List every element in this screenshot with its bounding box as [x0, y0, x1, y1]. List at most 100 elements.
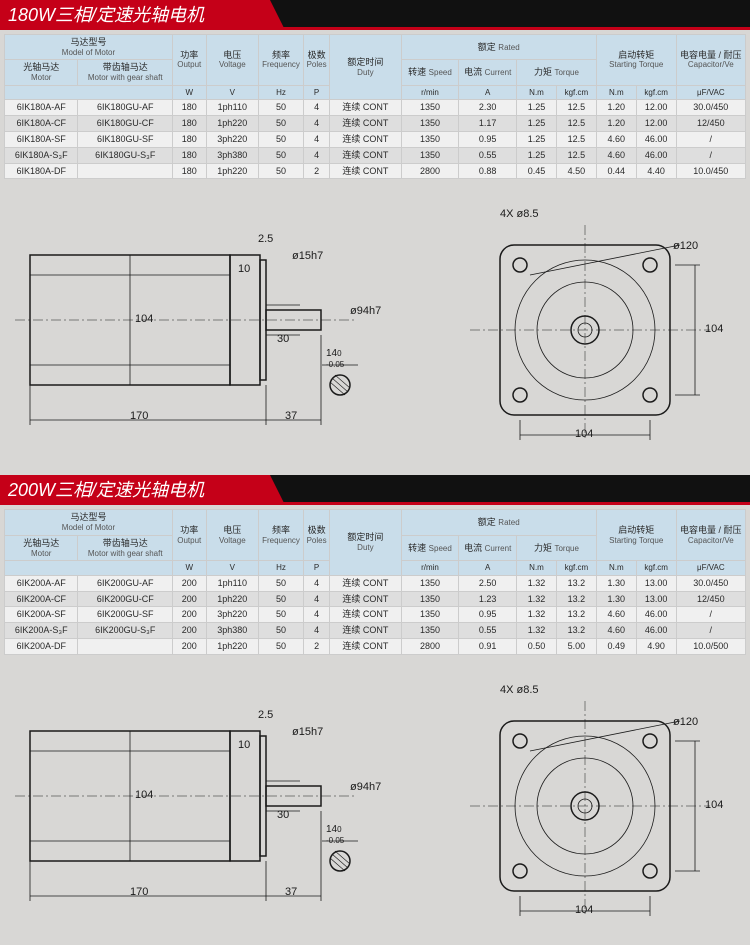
table-cell: 12.5 [556, 147, 596, 163]
drawing-svg [0, 661, 750, 941]
table-cell: 0.55 [459, 147, 517, 163]
col-capacitor: 电容电量 / 耐压Capacitor/Ve [676, 35, 745, 86]
table-cell: 1ph220 [206, 116, 258, 132]
table-cell: 6IK200A-SF [5, 607, 78, 623]
section-header: 200W三相/定速光轴电机 [0, 475, 750, 505]
table-cell: 0.88 [459, 163, 517, 179]
table-header: 马达型号Model of Motor 功率Output 电压Voltage 频率… [5, 510, 746, 575]
table-cell: 1350 [401, 147, 459, 163]
table-cell: 6IK180GU-S₃F [78, 147, 172, 163]
table-cell: 12.5 [556, 100, 596, 116]
table-cell: 6IK200A-CF [5, 591, 78, 607]
table-cell: 1.20 [596, 116, 636, 132]
col-torque: 力矩 Torque [517, 60, 597, 85]
table-cell: 0.91 [459, 638, 517, 654]
table-cell: 1.25 [517, 131, 557, 147]
table-cell: 0.49 [596, 638, 636, 654]
table-cell: 连续 CONT [330, 575, 401, 591]
table-cell: 6IK180A-SF [5, 131, 78, 147]
table-cell: 4 [303, 100, 329, 116]
table-cell: 1350 [401, 116, 459, 132]
table-cell: 1350 [401, 623, 459, 639]
table-cell: 6IK200GU-SF [78, 607, 172, 623]
table-cell: 连续 CONT [330, 116, 401, 132]
table-cell: 1.25 [517, 116, 557, 132]
table-cell: 46.00 [636, 131, 676, 147]
table-cell: 3ph380 [206, 147, 258, 163]
table-cell: 1350 [401, 100, 459, 116]
table-cell: 13.2 [556, 591, 596, 607]
table-cell: 4.60 [596, 623, 636, 639]
table-row: 6IK200A-CF6IK200GU-CF2001ph220504连续 CONT… [5, 591, 746, 607]
table-cell: 50 [259, 116, 304, 132]
table-cell: 4 [303, 131, 329, 147]
table-row: 6IK200A-S₃F6IK200GU-S₃F2003ph380504连续 CO… [5, 623, 746, 639]
table-row: 6IK200A-AF6IK200GU-AF2001ph110504连续 CONT… [5, 575, 746, 591]
table-cell: 2 [303, 638, 329, 654]
table-cell: 1.25 [517, 147, 557, 163]
table-cell: 连续 CONT [330, 638, 401, 654]
table-cell: 4 [303, 147, 329, 163]
table-cell: 12/450 [676, 591, 745, 607]
dim-front-h: 104 [575, 428, 593, 440]
table-cell: 连续 CONT [330, 623, 401, 639]
section-header: 180W三相/定速光轴电机 [0, 0, 750, 30]
table-cell: 1.32 [517, 607, 557, 623]
table-cell: 1.20 [596, 100, 636, 116]
table-cell: 10.0/450 [676, 163, 745, 179]
table-cell: 2.30 [459, 100, 517, 116]
dim-front-v: 104 [705, 323, 723, 335]
col-speed: 转速 Speed [401, 60, 459, 85]
dim-flange-dia: ø94h7 [350, 305, 381, 317]
col-rated: 额定 Rated [401, 35, 596, 60]
table-cell: 50 [259, 623, 304, 639]
col-gear-motor: 带齿轴马达Motor with gear shaft [78, 60, 172, 85]
table-cell: 180 [172, 100, 206, 116]
dim-shaft-step: 30 [277, 333, 289, 345]
table-cell: 12/450 [676, 116, 745, 132]
table-cell: 6IK200GU-S₃F [78, 623, 172, 639]
col-output: 功率Output [172, 35, 206, 86]
table-body-180: 6IK180A-AF6IK180GU-AF1801ph110504连续 CONT… [5, 100, 746, 179]
table-cell [78, 638, 172, 654]
table-cell: 连续 CONT [330, 163, 401, 179]
table-cell: 2 [303, 163, 329, 179]
table-cell: / [676, 131, 745, 147]
dim-body-dia: 104 [135, 313, 153, 325]
table-cell: 180 [172, 131, 206, 147]
section-title: 200W三相/定速光轴电机 [0, 475, 270, 502]
table-cell: 12.5 [556, 131, 596, 147]
table-cell: 6IK180GU-CF [78, 116, 172, 132]
table-cell: 1ph220 [206, 638, 258, 654]
table-cell: 1350 [401, 575, 459, 591]
col-current: 电流 Current [459, 60, 517, 85]
table-cell: 180 [172, 163, 206, 179]
table-cell: 4.60 [596, 131, 636, 147]
table-cell: 50 [259, 163, 304, 179]
table-cell: 6IK180A-AF [5, 100, 78, 116]
table-cell: 4.50 [556, 163, 596, 179]
table-cell: 0.95 [459, 131, 517, 147]
table-cell: 180 [172, 147, 206, 163]
table-cell: 1ph110 [206, 100, 258, 116]
col-model: 马达型号Model of Motor [5, 35, 173, 60]
table-cell: 13.2 [556, 623, 596, 639]
table-cell: 1350 [401, 591, 459, 607]
col-start-torque: 启动转矩Starting Torque [596, 35, 676, 86]
table-cell: 2800 [401, 163, 459, 179]
table-cell: 1.17 [459, 116, 517, 132]
col-freq: 频率Frequency [259, 35, 304, 86]
table-cell: 1350 [401, 131, 459, 147]
table-cell: 13.2 [556, 575, 596, 591]
table-cell: 连续 CONT [330, 131, 401, 147]
table-cell: 1.25 [517, 100, 557, 116]
table-cell: 12.5 [556, 116, 596, 132]
spec-table-180: 马达型号Model of Motor 功率Output 电压Voltage 频率… [4, 34, 746, 179]
table-cell: 50 [259, 591, 304, 607]
table-cell: 180 [172, 116, 206, 132]
table-row: 6IK200A-SF6IK200GU-SF2003ph220504连续 CONT… [5, 607, 746, 623]
table-cell [78, 163, 172, 179]
table-cell: 连续 CONT [330, 100, 401, 116]
table-cell: 200 [172, 591, 206, 607]
table-cell: 1.32 [517, 591, 557, 607]
